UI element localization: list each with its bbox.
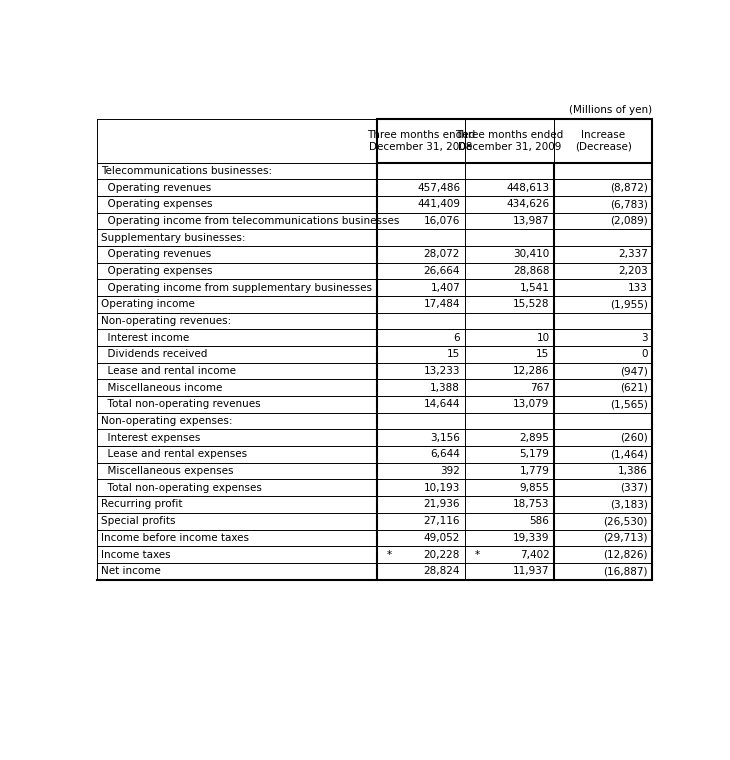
Text: 5,179: 5,179 [520,449,550,460]
Text: (337): (337) [620,483,648,492]
Text: 30,410: 30,410 [513,249,550,259]
Text: 767: 767 [530,383,550,393]
Text: 28,824: 28,824 [423,566,460,576]
Text: 1,386: 1,386 [618,466,648,477]
Text: 16,076: 16,076 [423,216,460,226]
Text: 1,541: 1,541 [520,283,550,293]
Text: 49,052: 49,052 [423,533,460,543]
Text: (1,955): (1,955) [610,299,648,309]
Text: Telecommunications businesses:: Telecommunications businesses: [101,166,272,176]
Text: 10: 10 [537,333,550,343]
Text: 6: 6 [453,333,460,343]
Text: (1,565): (1,565) [610,400,648,410]
Text: Lease and rental income: Lease and rental income [101,366,237,376]
Text: 28,868: 28,868 [513,266,550,276]
Text: (26,530): (26,530) [604,516,648,526]
Text: Income before income taxes: Income before income taxes [101,533,250,543]
Text: Income taxes: Income taxes [101,549,171,559]
Text: (6,783): (6,783) [610,199,648,209]
Text: 6,644: 6,644 [430,449,460,460]
Text: Total non-operating revenues: Total non-operating revenues [101,400,261,410]
Text: 19,339: 19,339 [513,533,550,543]
Text: 2,895: 2,895 [520,432,550,443]
Text: 0: 0 [642,350,648,359]
Text: Interest expenses: Interest expenses [101,432,201,443]
Text: 13,233: 13,233 [423,366,460,376]
Text: 457,486: 457,486 [417,182,460,192]
Text: 2,337: 2,337 [618,249,648,259]
Text: Three months ended
December 31, 2008: Three months ended December 31, 2008 [366,130,475,152]
Text: Operating income: Operating income [101,299,196,309]
Text: 21,936: 21,936 [423,499,460,509]
Text: Operating income from telecommunications businesses: Operating income from telecommunications… [101,216,400,226]
Text: Non-operating revenues:: Non-operating revenues: [101,316,231,326]
Text: Special profits: Special profits [101,516,176,526]
Text: Miscellaneous income: Miscellaneous income [101,383,223,393]
Text: 448,613: 448,613 [507,182,550,192]
Text: 1,388: 1,388 [430,383,460,393]
Text: Operating expenses: Operating expenses [101,199,213,209]
Text: 13,079: 13,079 [513,400,550,410]
Bar [377,119,653,163]
Text: 7,402: 7,402 [520,549,550,559]
Text: (260): (260) [620,432,648,443]
Text: Dividends received: Dividends received [101,350,208,359]
Text: Non-operating expenses:: Non-operating expenses: [101,416,233,426]
Text: Miscellaneous expenses: Miscellaneous expenses [101,466,234,477]
Text: 14,644: 14,644 [423,400,460,410]
Text: 3,156: 3,156 [430,432,460,443]
Text: (12,826): (12,826) [604,549,648,559]
Text: Recurring profit: Recurring profit [101,499,183,509]
Text: (1,464): (1,464) [610,449,648,460]
Text: 15: 15 [537,350,550,359]
Text: *: * [387,549,392,559]
Text: Total non-operating expenses: Total non-operating expenses [101,483,262,492]
Text: 26,664: 26,664 [423,266,460,276]
Text: (8,872): (8,872) [610,182,648,192]
Text: 12,286: 12,286 [513,366,550,376]
Text: Three months ended
December 31, 2009: Three months ended December 31, 2009 [456,130,564,152]
Text: 11,937: 11,937 [513,566,550,576]
Text: Net income: Net income [101,566,161,576]
Text: (29,713): (29,713) [604,533,648,543]
Text: Operating revenues: Operating revenues [101,182,212,192]
Text: 18,753: 18,753 [513,499,550,509]
Text: 13,987: 13,987 [513,216,550,226]
Text: 15,528: 15,528 [513,299,550,309]
Text: 3: 3 [642,333,648,343]
Text: 9,855: 9,855 [520,483,550,492]
Text: Operating expenses: Operating expenses [101,266,213,276]
Text: (Millions of yen): (Millions of yen) [569,105,653,115]
Text: 1,779: 1,779 [520,466,550,477]
Text: (3,183): (3,183) [610,499,648,509]
Text: Lease and rental expenses: Lease and rental expenses [101,449,247,460]
Text: 2,203: 2,203 [618,266,648,276]
Text: (947): (947) [620,366,648,376]
Text: 20,228: 20,228 [423,549,460,559]
Text: 27,116: 27,116 [423,516,460,526]
Text: Supplementary businesses:: Supplementary businesses: [101,233,246,242]
Text: 1,407: 1,407 [431,283,460,293]
Text: 10,193: 10,193 [423,483,460,492]
Text: 586: 586 [530,516,550,526]
Text: 15: 15 [447,350,460,359]
Text: Interest income: Interest income [101,333,190,343]
Text: Operating income from supplementary businesses: Operating income from supplementary busi… [101,283,372,293]
Text: (621): (621) [620,383,648,393]
Text: 28,072: 28,072 [423,249,460,259]
Text: Operating revenues: Operating revenues [101,249,212,259]
Text: 434,626: 434,626 [507,199,550,209]
Text: 133: 133 [628,283,648,293]
Text: Increase
(Decrease): Increase (Decrease) [575,130,631,152]
Text: (2,089): (2,089) [610,216,648,226]
Text: (16,887): (16,887) [604,566,648,576]
Text: 392: 392 [440,466,460,477]
Text: 17,484: 17,484 [423,299,460,309]
Text: 441,409: 441,409 [417,199,460,209]
Text: *: * [474,549,480,559]
